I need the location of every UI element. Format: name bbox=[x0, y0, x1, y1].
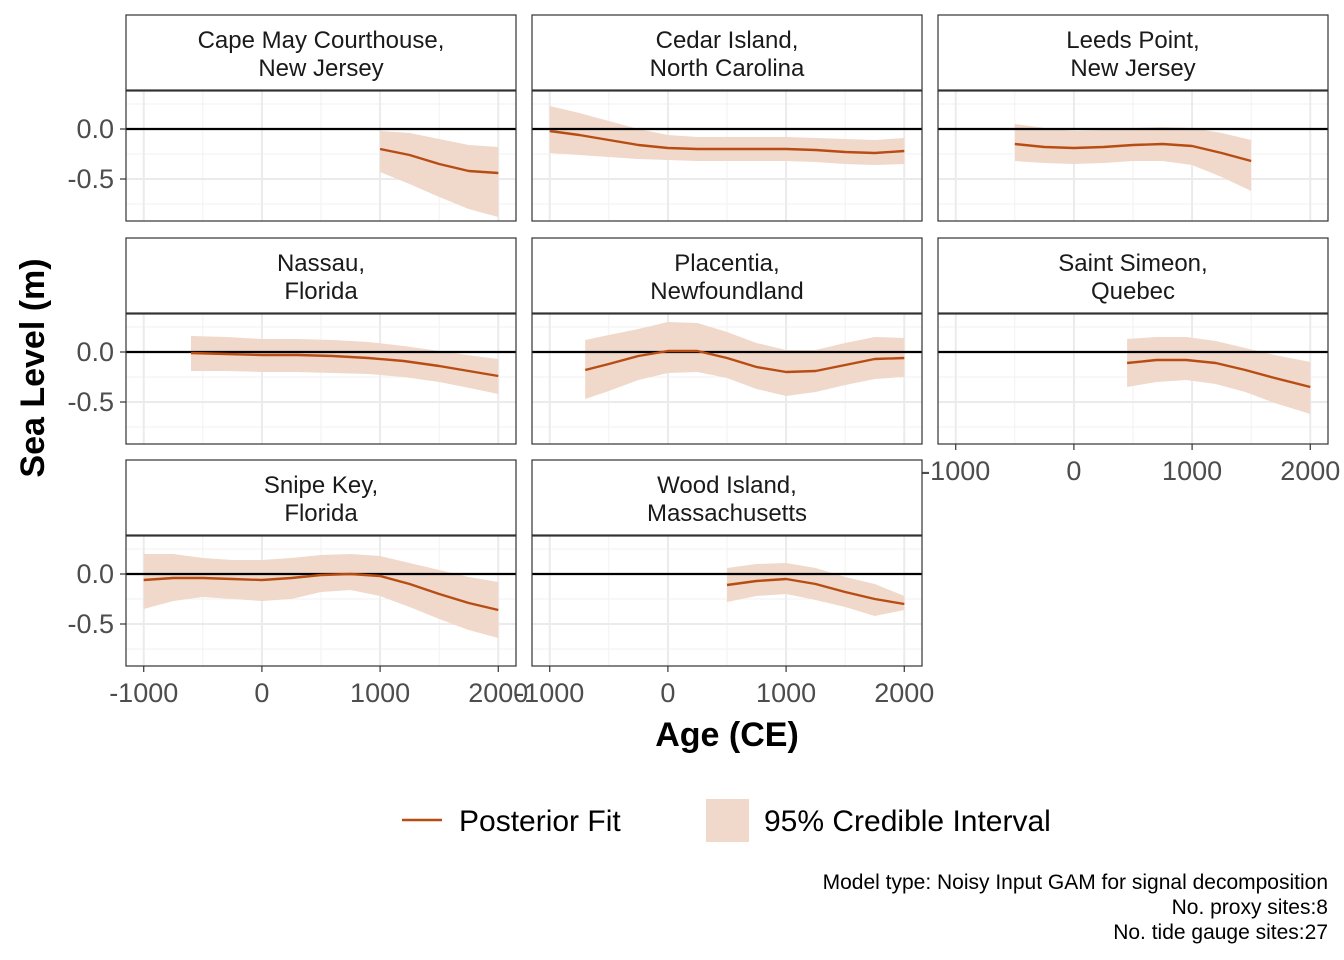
panel-title-line: New Jersey bbox=[258, 55, 383, 82]
posterior-fit-line bbox=[379, 147, 499, 175]
panel-title-line: Snipe Key, bbox=[264, 472, 378, 499]
posterior-fit-line bbox=[1126, 358, 1311, 389]
x-tick-label: 2000 bbox=[468, 678, 528, 708]
panel-title-line: Massachusetts bbox=[647, 500, 807, 527]
caption-line: Model type: Noisy Input GAM for signal d… bbox=[823, 871, 1328, 894]
x-tick-label: 0 bbox=[660, 678, 675, 708]
panel-strip bbox=[531, 237, 923, 314]
panel-title-line: Cape May Courthouse, bbox=[198, 27, 445, 54]
posterior-fit-line bbox=[190, 351, 499, 378]
posterior-fit-line bbox=[726, 577, 905, 606]
y-tick-label: 0.0 bbox=[76, 559, 114, 589]
panel-title-line: Saint Simeon, bbox=[1058, 250, 1207, 277]
legend-key-credible-interval bbox=[706, 799, 749, 842]
posterior-fit-line bbox=[549, 129, 905, 155]
y-tick-label: -0.5 bbox=[67, 609, 114, 639]
credible-interval-band bbox=[1127, 337, 1311, 414]
panel-5: Placentia,Newfoundland bbox=[531, 237, 923, 445]
credible-interval-band bbox=[1014, 124, 1252, 191]
panel-4: Nassau,Florida 0.0 -0.5 bbox=[67, 237, 517, 445]
x-tick-label: 1000 bbox=[1162, 456, 1222, 486]
credible-interval-band bbox=[191, 336, 499, 394]
panel-7: Snipe Key,Florida 0.0 -0.5 -1000 0 1000 2000 bbox=[67, 459, 528, 708]
panel-8: Wood Island,Massachusetts -1000 0 1000 2000 bbox=[515, 459, 934, 708]
x-tick-label: 2000 bbox=[874, 678, 934, 708]
panel-border bbox=[125, 90, 517, 222]
x-tick-label: -1000 bbox=[109, 678, 178, 708]
legend-label-credible-interval: 95% Credible Interval bbox=[764, 805, 1051, 838]
panel-border bbox=[531, 90, 923, 222]
panel-2: Cedar Island,North Carolina bbox=[531, 14, 923, 222]
panel-title-line: Nassau, bbox=[277, 250, 365, 277]
panel-strip bbox=[937, 14, 1329, 91]
panel-title-line: Quebec bbox=[1091, 278, 1175, 305]
panel-border bbox=[937, 313, 1329, 445]
panel-1: Cape May Courthouse,New Jersey 0.0 -0.5 bbox=[67, 14, 517, 222]
panel-title-line: Florida bbox=[284, 500, 358, 527]
y-axis-title: Sea Level (m) bbox=[14, 258, 52, 477]
panel-border bbox=[125, 313, 517, 445]
panel-border bbox=[531, 313, 923, 445]
panel-title-line: North Carolina bbox=[650, 55, 805, 82]
panel-strip bbox=[125, 14, 517, 91]
panel-border bbox=[125, 535, 517, 667]
caption: Model type: Noisy Input GAM for signal d… bbox=[823, 871, 1328, 944]
legend: Posterior Fit 95% Credible Interval bbox=[402, 799, 1051, 842]
panel-strip bbox=[937, 237, 1329, 314]
posterior-fit-line bbox=[584, 349, 905, 374]
panel-strip bbox=[125, 459, 517, 536]
x-tick-label: -1000 bbox=[921, 456, 990, 486]
posterior-fit-line bbox=[143, 572, 499, 612]
panel-border bbox=[937, 90, 1329, 222]
y-tick-label: 0.0 bbox=[76, 114, 114, 144]
x-tick-label: 2000 bbox=[1280, 456, 1340, 486]
x-tick-label: -1000 bbox=[515, 678, 584, 708]
panel-6: Saint Simeon,Quebec -1000 0 1000 2000 bbox=[921, 237, 1340, 486]
panel-title-line: New Jersey bbox=[1070, 55, 1195, 82]
panel-title-line: Wood Island, bbox=[657, 472, 797, 499]
x-tick-label: 0 bbox=[1066, 456, 1081, 486]
credible-interval-band bbox=[380, 131, 499, 217]
x-tick-label: 1000 bbox=[350, 678, 410, 708]
panel-title-line: Florida bbox=[284, 278, 358, 305]
x-tick-label: 0 bbox=[254, 678, 269, 708]
x-tick-label: 1000 bbox=[756, 678, 816, 708]
panel-title-line: Cedar Island, bbox=[656, 27, 799, 54]
credible-interval-band bbox=[585, 322, 905, 399]
caption-line: No. tide gauge sites:27 bbox=[1113, 921, 1328, 944]
panel-strip bbox=[531, 459, 923, 536]
panel-title-line: Leeds Point, bbox=[1066, 27, 1199, 54]
legend-label-posterior-fit: Posterior Fit bbox=[459, 805, 621, 838]
panel-strip bbox=[125, 237, 517, 314]
y-tick-label: -0.5 bbox=[67, 164, 114, 194]
credible-interval-band bbox=[727, 563, 905, 616]
facet-panels: Cape May Courthouse,New Jersey0.0-0.5Ced… bbox=[67, 14, 1340, 708]
caption-line: No. proxy sites:8 bbox=[1172, 896, 1328, 919]
panel-strip bbox=[531, 14, 923, 91]
x-axis-title: Age (CE) bbox=[655, 716, 799, 754]
y-tick-label: 0.0 bbox=[76, 337, 114, 367]
posterior-fit-line bbox=[1014, 142, 1252, 163]
panel-border bbox=[531, 535, 923, 667]
panel-3: Leeds Point,New Jersey bbox=[937, 14, 1329, 222]
y-tick-label: -0.5 bbox=[67, 387, 114, 417]
panel-title-line: Newfoundland bbox=[650, 278, 803, 305]
panel-title-line: Placentia, bbox=[674, 250, 779, 277]
